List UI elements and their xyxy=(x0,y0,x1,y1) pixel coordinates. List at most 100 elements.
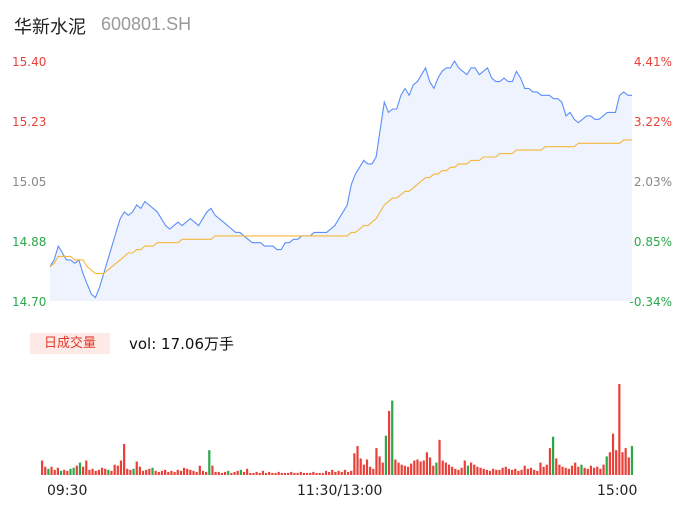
volume-bar xyxy=(510,469,514,475)
x-tick-close: 15:00 xyxy=(597,483,638,499)
volume-bar xyxy=(551,436,555,475)
y-tick-right-3: 0.85% xyxy=(633,235,672,249)
x-tick-midday: 11:30/13:00 xyxy=(297,483,383,499)
volume-bar xyxy=(428,457,432,475)
volume-bar xyxy=(350,470,353,475)
volume-bar xyxy=(533,469,536,475)
volume-bar xyxy=(406,466,410,475)
volume-text: vol: 17.06万手 xyxy=(129,335,234,353)
volume-bar xyxy=(176,469,179,475)
volume-bar xyxy=(110,470,113,475)
volume-bar xyxy=(151,467,154,475)
volume-bar xyxy=(410,463,413,476)
y-tick-right-1: 3.22% xyxy=(633,115,672,129)
volume-bar xyxy=(242,471,246,475)
volume-bar xyxy=(138,466,141,475)
volume-bar xyxy=(526,468,529,475)
volume-bar xyxy=(555,458,558,475)
volume-bar xyxy=(233,471,236,475)
volume-bar xyxy=(205,471,208,475)
volume-bar xyxy=(384,435,388,475)
volume-bar xyxy=(94,470,97,475)
volume-bar xyxy=(463,460,466,475)
volume-bar xyxy=(599,468,602,475)
volume-bar xyxy=(394,459,397,475)
volume-bar xyxy=(419,461,422,475)
volume-bar xyxy=(227,470,230,475)
volume-bar xyxy=(447,464,451,475)
volume-bar xyxy=(479,467,482,475)
volume-bar xyxy=(192,470,195,475)
y-tick-right-2: 2.03% xyxy=(633,175,672,189)
volume-bar xyxy=(299,471,302,475)
volume-bar xyxy=(129,469,132,475)
volume-bar xyxy=(387,410,391,475)
volume-bar xyxy=(252,472,255,475)
volume-bar xyxy=(331,469,334,475)
volume-bar xyxy=(287,472,290,475)
volume-bar xyxy=(504,466,507,475)
volume-bar xyxy=(485,469,488,475)
x-tick-open: 09:30 xyxy=(47,483,88,499)
volume-bar xyxy=(523,465,526,475)
volume-bar xyxy=(47,468,50,475)
volume-bar xyxy=(589,465,593,475)
volume-bar xyxy=(359,458,362,475)
volume-bar xyxy=(340,471,343,475)
volume-bar xyxy=(283,472,287,475)
y-tick-left-0: 15.40 xyxy=(12,55,47,69)
volume-bar xyxy=(97,469,100,475)
volume-bar xyxy=(50,466,53,475)
volume-bar xyxy=(501,467,504,475)
volume-bar xyxy=(214,471,217,475)
volume-bar xyxy=(561,466,564,475)
volume-bar xyxy=(104,468,107,475)
volume-bar xyxy=(435,462,438,475)
volume-bar xyxy=(315,472,318,475)
volume-bar xyxy=(397,462,400,475)
volume-bar xyxy=(230,472,233,475)
y-tick-left-2: 15.05 xyxy=(12,175,47,189)
volume-bar xyxy=(529,467,533,475)
volume-bar xyxy=(564,467,567,475)
volume-bar xyxy=(164,469,167,475)
volume-bar xyxy=(444,462,447,475)
price-line xyxy=(49,59,632,299)
volume-bar xyxy=(539,462,542,475)
volume-bar xyxy=(570,465,574,475)
volume-bar xyxy=(154,470,157,475)
volume-bar xyxy=(548,448,552,475)
volume-bar xyxy=(321,472,324,475)
volume-bar xyxy=(353,453,356,475)
volume-bar xyxy=(277,471,280,475)
volume-bar xyxy=(195,471,198,475)
volume-bar xyxy=(381,462,384,475)
volume-bar xyxy=(182,467,186,475)
volume-bar xyxy=(618,384,621,475)
volume-bar xyxy=(236,470,239,475)
volume-bar xyxy=(422,460,425,475)
volume-bar xyxy=(520,469,523,475)
volume-bar xyxy=(346,471,350,475)
volume-bar xyxy=(66,470,69,475)
volume-bar xyxy=(179,470,182,475)
volume-bar xyxy=(517,470,520,475)
volume-bar xyxy=(100,467,104,475)
volume-bar xyxy=(246,468,249,475)
volume-bar xyxy=(608,452,611,475)
volume-bar xyxy=(469,462,473,475)
volume-bar xyxy=(457,469,460,475)
volume-bar xyxy=(189,469,192,475)
volume-bar xyxy=(85,460,88,475)
y-tick-left-1: 15.23 xyxy=(12,115,47,129)
price-area xyxy=(50,61,632,301)
volume-bar xyxy=(249,472,252,475)
volume-bar xyxy=(362,464,365,475)
volume-bar xyxy=(186,468,189,475)
volume-bar xyxy=(365,459,369,475)
volume-bar xyxy=(217,471,220,475)
volume-bar xyxy=(425,452,429,475)
volume-bar xyxy=(542,466,545,475)
volume-bar xyxy=(305,472,309,475)
